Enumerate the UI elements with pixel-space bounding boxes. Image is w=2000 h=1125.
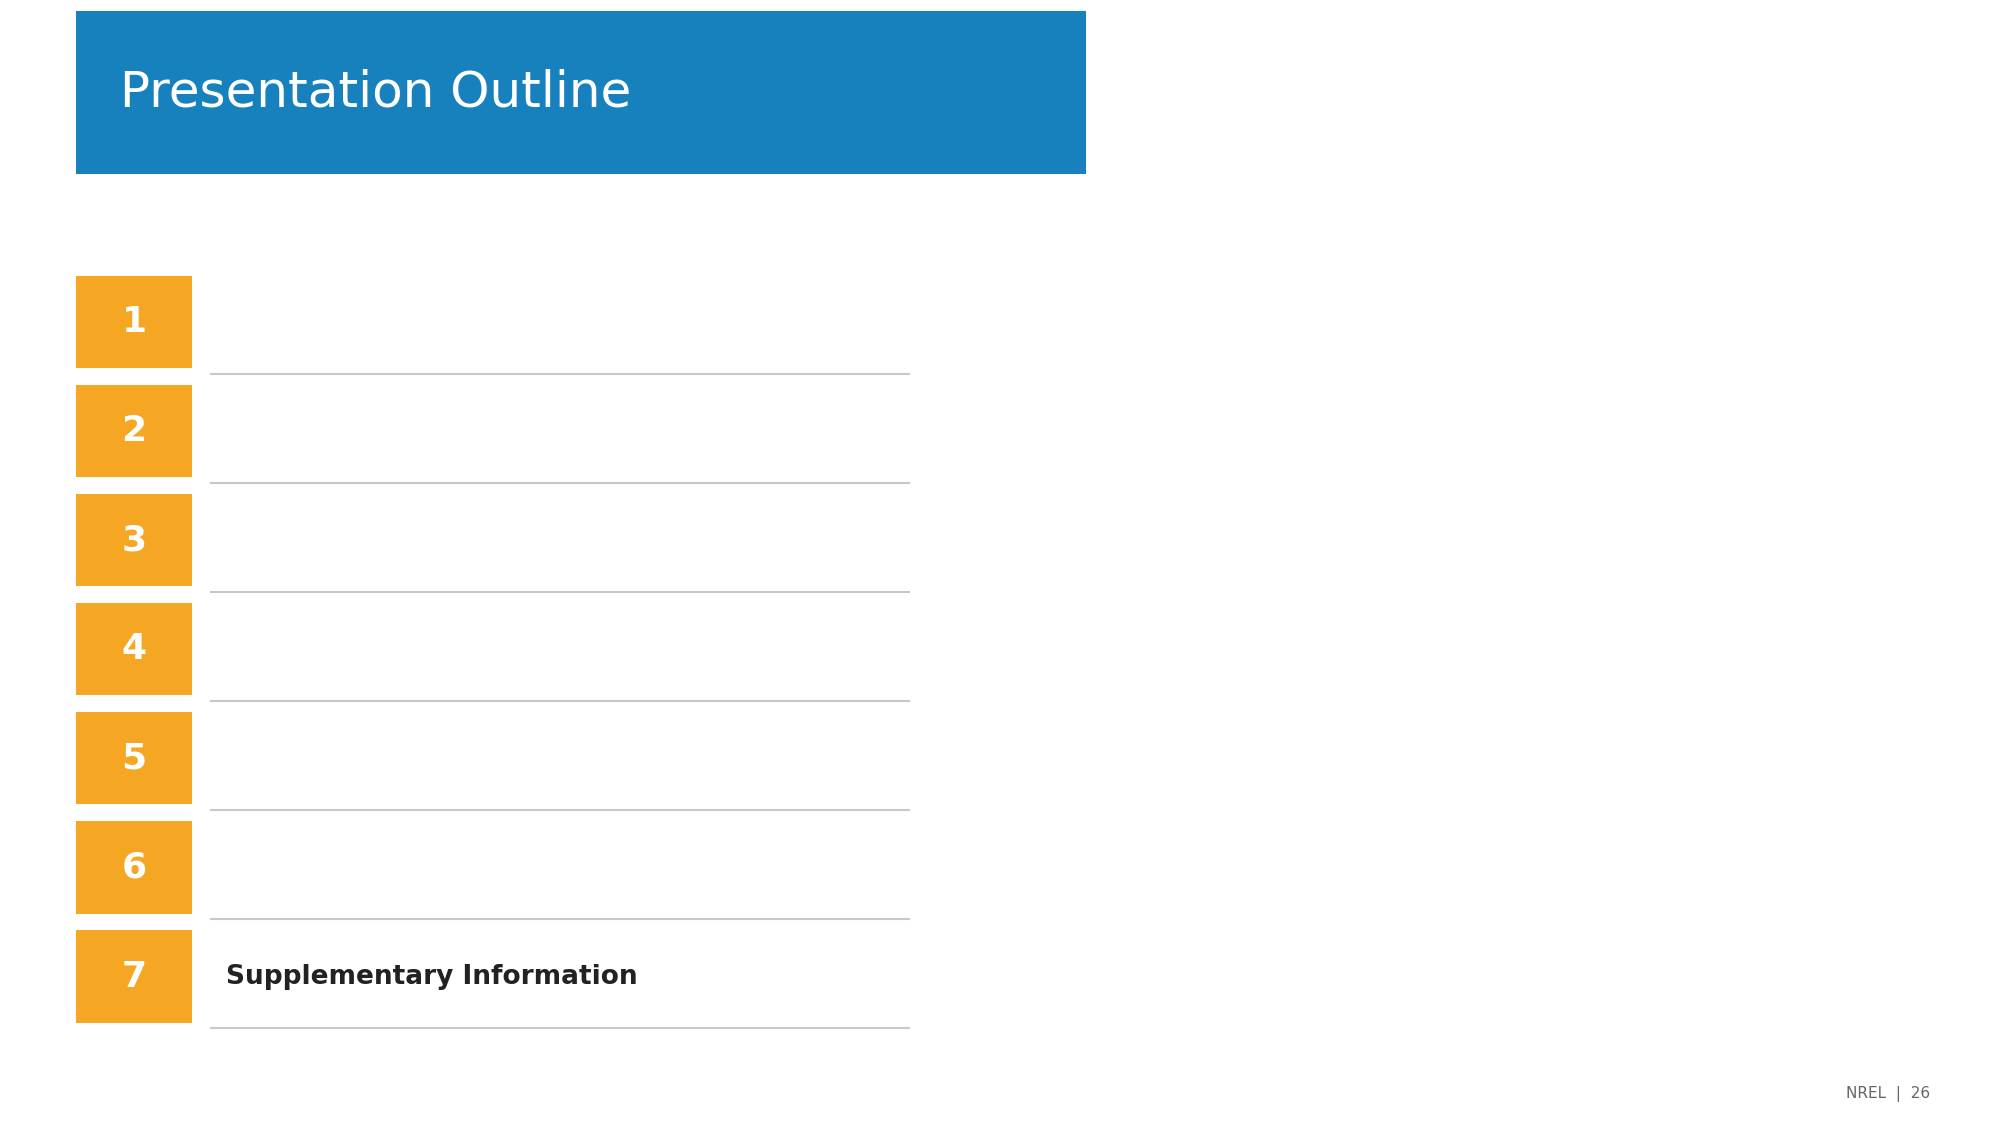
Bar bbox=[76, 930, 192, 1023]
Text: 3: 3 bbox=[122, 523, 146, 557]
Text: Presentation Outline: Presentation Outline bbox=[120, 69, 632, 117]
Text: 1: 1 bbox=[122, 305, 146, 339]
Text: Supplementary Information: Supplementary Information bbox=[226, 963, 638, 990]
Bar bbox=[76, 494, 192, 586]
Bar bbox=[76, 821, 192, 914]
Bar bbox=[76, 11, 1086, 174]
Bar bbox=[76, 276, 192, 368]
Bar bbox=[76, 385, 192, 477]
Text: NREL  |  26: NREL | 26 bbox=[1846, 1086, 1930, 1101]
Text: 6: 6 bbox=[122, 850, 146, 884]
Bar bbox=[76, 603, 192, 695]
Bar bbox=[76, 712, 192, 804]
Text: 7: 7 bbox=[122, 960, 146, 993]
Text: 2: 2 bbox=[122, 414, 146, 448]
Text: 5: 5 bbox=[122, 741, 146, 775]
Text: 4: 4 bbox=[122, 632, 146, 666]
